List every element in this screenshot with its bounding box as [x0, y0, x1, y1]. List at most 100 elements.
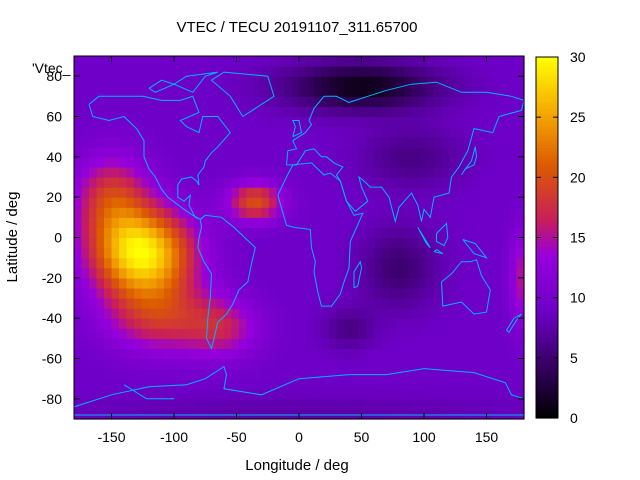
heatmap-cell	[216, 156, 225, 168]
heatmap-cell	[374, 56, 383, 67]
heatmap-cell	[141, 318, 150, 329]
heatmap-cell	[351, 227, 360, 239]
heatmap-cell	[426, 368, 435, 380]
heatmap-cell	[501, 217, 510, 229]
heatmap-cell	[186, 96, 195, 108]
heatmap-cell	[321, 116, 330, 128]
heatmap-cell	[104, 96, 113, 108]
heatmap-cell	[299, 287, 308, 299]
colorbar-segment	[536, 246, 558, 251]
heatmap-cell	[396, 197, 405, 208]
heatmap-cell	[456, 217, 465, 229]
heatmap-cell	[261, 368, 270, 380]
heatmap-cell	[254, 197, 263, 208]
heatmap-cell	[89, 257, 98, 269]
heatmap-cell	[74, 287, 83, 299]
heatmap-cell	[329, 328, 338, 339]
heatmap-cell	[74, 408, 83, 420]
heatmap-cell	[89, 388, 98, 400]
heatmap-cell	[171, 298, 180, 309]
heatmap-cell	[494, 378, 503, 390]
heatmap-cell	[344, 318, 353, 329]
heatmap-cell	[494, 136, 503, 148]
heatmap-cell	[254, 257, 263, 269]
colorbar-tick-label: 15	[570, 230, 586, 246]
heatmap-cell	[111, 378, 120, 390]
heatmap-cell	[306, 287, 315, 299]
heatmap-cell	[464, 227, 473, 239]
heatmap-cell	[374, 126, 383, 138]
coastline	[73, 365, 525, 408]
heatmap-cell	[134, 56, 143, 67]
colorbar-segment	[536, 231, 558, 236]
heatmap-cell	[441, 358, 450, 370]
heatmap-cell	[291, 348, 300, 360]
heatmap-cell	[396, 348, 405, 360]
heatmap-cell	[261, 66, 270, 77]
heatmap-cell	[216, 76, 225, 87]
heatmap-cell	[501, 136, 510, 148]
heatmap-cell	[509, 267, 518, 279]
heatmap-cell	[396, 217, 405, 229]
heatmap-cell	[501, 106, 510, 118]
heatmap-cell	[486, 247, 495, 259]
heatmap-cell	[149, 298, 158, 309]
heatmap-cell	[404, 187, 413, 198]
heatmap-cell	[224, 408, 233, 420]
heatmap-cell	[104, 388, 113, 400]
heatmap-cell	[216, 328, 225, 339]
heatmap-cell	[366, 146, 375, 158]
heatmap-cell	[516, 358, 525, 370]
heatmap-cell	[231, 96, 240, 108]
heatmap-cell	[254, 56, 263, 67]
heatmap-cell	[276, 76, 285, 87]
heatmap-cell	[284, 287, 293, 299]
heatmap-cell	[74, 257, 83, 269]
heatmap-cell	[81, 308, 90, 319]
heatmap-cell	[314, 156, 323, 168]
heatmap-cell	[381, 348, 390, 360]
heatmap-cell	[404, 66, 413, 77]
heatmap-cell	[419, 358, 428, 370]
heatmap-cell	[149, 96, 158, 108]
heatmap-cell	[389, 76, 398, 87]
heatmap-cell	[201, 197, 210, 208]
heatmap-cell	[479, 277, 488, 289]
heatmap-cell	[456, 56, 465, 67]
heatmap-cell	[366, 197, 375, 208]
colorbar-segment	[536, 378, 558, 383]
heatmap-cell	[381, 106, 390, 118]
heatmap-cell	[486, 146, 495, 158]
heatmap-cell	[111, 187, 120, 198]
heatmap-cell	[89, 328, 98, 339]
heatmap-cell	[359, 257, 368, 269]
heatmap-cell	[464, 106, 473, 118]
colorbar-segment	[536, 138, 558, 142]
heatmap-cell	[201, 388, 210, 400]
heatmap-cell	[501, 227, 510, 239]
heatmap-cell	[449, 197, 458, 208]
heatmap-cell	[501, 358, 510, 370]
colorbar-segment	[536, 189, 558, 193]
heatmap-cell	[411, 318, 420, 329]
colorbar-segment	[536, 150, 558, 154]
heatmap-cell	[456, 388, 465, 400]
heatmap-cell	[479, 267, 488, 279]
heatmap-cell	[81, 257, 90, 269]
heatmap-cell	[261, 277, 270, 289]
heatmap-cell	[74, 86, 83, 97]
heatmap-cell	[434, 358, 443, 370]
heatmap-cell	[396, 247, 405, 259]
colorbar-segment	[536, 84, 558, 88]
heatmap-cell	[344, 86, 353, 97]
heatmap-cell	[306, 277, 315, 289]
heatmap-cell	[186, 298, 195, 309]
heatmap-cell	[89, 76, 98, 87]
heatmap-cell	[486, 378, 495, 390]
heatmap-cell	[359, 96, 368, 108]
heatmap-cell	[299, 227, 308, 239]
heatmap-cell	[111, 358, 120, 370]
heatmap-cell	[306, 267, 315, 279]
heatmap-cell	[141, 338, 150, 350]
heatmap-cell	[74, 267, 83, 279]
